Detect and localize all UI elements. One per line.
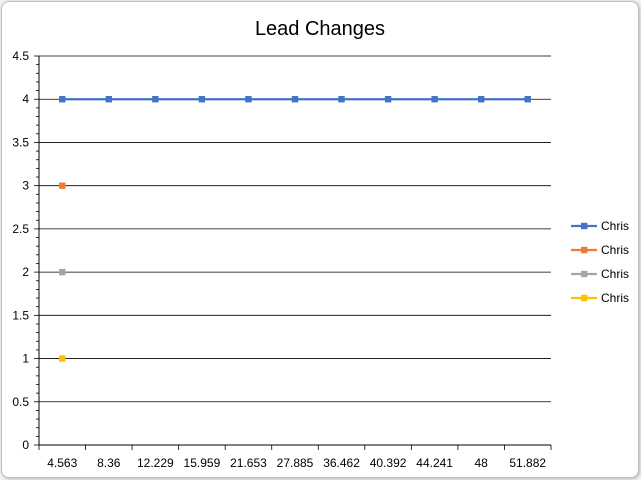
series-1 — [59, 96, 531, 103]
legend-marker — [581, 294, 588, 302]
x-tick-label: 36.462 — [323, 456, 360, 470]
data-point — [291, 96, 299, 103]
series-4 — [59, 355, 66, 362]
x-tick-label: 15.959 — [184, 456, 221, 470]
x-tick-label: 51.882 — [509, 456, 546, 470]
legend-marker — [581, 270, 588, 278]
legend-label: Chris — [601, 291, 629, 305]
series-2 — [59, 182, 66, 189]
legend: Chris Chris Chris Chris — [571, 219, 629, 305]
data-point — [338, 96, 345, 103]
axes: 0 0.5 1 1.5 2 2.5 3 3.5 4 4.5 4.563 8.36 12.229 15.95… — [12, 49, 552, 470]
data-point — [524, 96, 531, 103]
legend-marker — [581, 222, 588, 230]
data-point — [384, 96, 392, 103]
data-point — [477, 96, 485, 103]
y-tick-label: 3 — [22, 179, 29, 193]
legend-marker — [581, 246, 588, 254]
legend-label: Chris — [601, 243, 629, 257]
x-tick-label: 44.241 — [416, 456, 453, 470]
x-tick-label: 21.653 — [230, 456, 267, 470]
y-tick-label: 0.5 — [12, 395, 29, 409]
data-point — [245, 96, 252, 103]
y-tick-label: 0 — [22, 438, 29, 452]
data-point — [59, 268, 66, 276]
chart-title: Lead Changes — [255, 18, 385, 40]
x-tick-label: 4.563 — [47, 456, 77, 470]
y-tick-label: 4 — [22, 92, 29, 106]
data-point — [59, 355, 66, 362]
y-tick-label: 1.5 — [12, 308, 29, 322]
y-tick-label: 1 — [22, 352, 29, 366]
plot-series — [59, 96, 531, 362]
data-point — [59, 96, 66, 103]
legend-label: Chris — [601, 219, 629, 233]
x-tick-label: 12.229 — [137, 456, 174, 470]
x-tick-label: 8.36 — [97, 456, 121, 470]
data-point — [152, 96, 159, 103]
legend-entry: Chris — [571, 267, 629, 281]
legend-entry: Chris — [571, 219, 629, 233]
y-tick-label: 2.5 — [12, 222, 29, 236]
y-tick-label: 4.5 — [12, 49, 29, 63]
x-tick-label: 48 — [475, 456, 489, 470]
x-tick-label: 40.392 — [370, 456, 407, 470]
legend-label: Chris — [601, 267, 629, 281]
legend-entry: Chris — [571, 243, 629, 257]
legend-entry: Chris — [571, 291, 629, 305]
data-point — [105, 96, 113, 103]
data-point — [431, 96, 438, 103]
gridlines — [39, 55, 551, 403]
series-3 — [59, 268, 66, 276]
y-tick-label: 2 — [22, 265, 29, 279]
y-tick-label: 3.5 — [12, 135, 29, 149]
data-point — [198, 96, 206, 103]
x-tick-label: 27.885 — [277, 456, 314, 470]
data-point — [59, 182, 66, 189]
